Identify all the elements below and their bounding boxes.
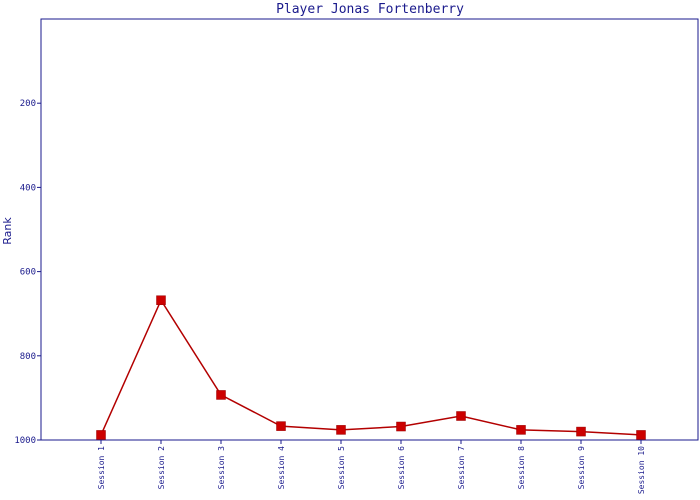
data-point-marker: [96, 430, 106, 440]
series-line: [100, 298, 642, 436]
data-point-marker: [516, 425, 526, 435]
y-axis-label: Rank: [1, 217, 14, 245]
plot-area-frame: [40, 18, 699, 441]
chart-title: Player Jonas Fortenberry: [276, 2, 464, 17]
y-axis: 200 400 600 800 1000: [14, 99, 41, 446]
data-point-marker: [576, 426, 586, 437]
x-tick-label: Session 6: [397, 446, 406, 490]
data-point-marker: [276, 421, 286, 431]
y-tick-label: 200: [20, 99, 36, 109]
x-tick-label: Session 1: [97, 446, 106, 490]
x-tick-label: Session 10: [637, 446, 646, 494]
x-tick-label: Session 2: [157, 446, 166, 490]
y-tick-label: 800: [20, 352, 36, 362]
data-point-marker: [636, 430, 646, 440]
y-tick-label: 1000: [14, 436, 36, 446]
x-tick-label: Session 4: [277, 446, 286, 490]
series-rank: [96, 295, 646, 440]
data-point-marker: [456, 411, 466, 421]
data-point-marker: [396, 421, 406, 432]
x-tick-label: Session 7: [457, 446, 466, 490]
x-axis: Session 1 Session 2 Session 3 Session 4 Sess…: [97, 440, 646, 494]
data-point-marker: [156, 295, 166, 305]
x-tick-label: Session 5: [337, 446, 346, 490]
data-point-marker: [336, 425, 346, 435]
y-tick-label: 600: [20, 268, 36, 278]
data-point-marker: [216, 390, 226, 400]
x-tick-label: Session 8: [517, 446, 526, 490]
x-tick-label: Session 3: [217, 446, 226, 490]
x-tick-label: Session 9: [577, 446, 586, 490]
y-tick-label: 400: [20, 183, 36, 193]
